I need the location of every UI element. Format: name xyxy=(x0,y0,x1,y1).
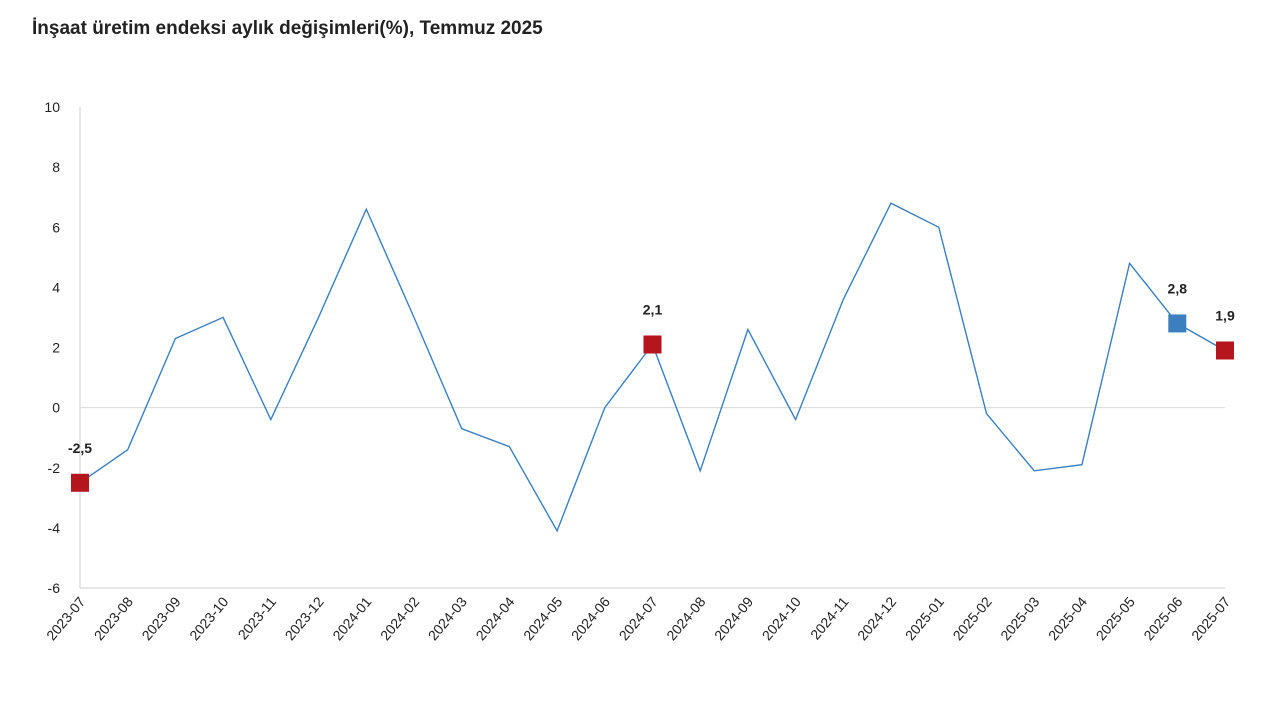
x-tick-label: 2024-10 xyxy=(759,593,804,643)
x-tick-label: 2024-11 xyxy=(807,593,852,642)
highlight-marker xyxy=(643,335,662,354)
x-tick-label: 2024-03 xyxy=(425,593,470,643)
x-tick-label: 2025-07 xyxy=(1188,593,1233,643)
x-tick-label: 2023-09 xyxy=(138,593,183,643)
data-label: -2,5 xyxy=(68,440,92,456)
x-tick-label: 2024-08 xyxy=(663,593,708,643)
y-tick-label: 6 xyxy=(52,219,60,235)
x-tick-label: 2024-05 xyxy=(520,593,565,643)
series-layer xyxy=(79,202,1226,533)
y-tick-label: -2 xyxy=(48,460,61,476)
x-tick-label: 2024-04 xyxy=(472,593,517,643)
highlight-marker xyxy=(1168,314,1187,333)
x-tick-label: 2025-04 xyxy=(1045,593,1090,643)
data-label: 1,9 xyxy=(1215,308,1235,324)
x-tick-label: 2024-01 xyxy=(329,593,374,643)
x-tick-label: 2025-03 xyxy=(997,593,1042,643)
x-tick-label: 2025-01 xyxy=(902,593,947,643)
x-tick-label: 2024-06 xyxy=(568,593,613,643)
y-tick-label: 2 xyxy=(52,340,60,356)
x-tick-label: 2023-07 xyxy=(43,593,88,643)
x-tick-label: 2023-08 xyxy=(91,593,136,643)
y-tick-label: -6 xyxy=(48,580,61,596)
x-tick-label: 2025-05 xyxy=(1093,593,1138,643)
data-label: 2,8 xyxy=(1168,280,1188,296)
data-label: 2,1 xyxy=(643,301,663,317)
y-tick-label: 8 xyxy=(52,159,60,175)
x-tick-label: 2023-12 xyxy=(282,593,327,643)
y-tick-label: -4 xyxy=(48,520,61,536)
series-line xyxy=(79,202,1226,533)
highlight-markers: -2,5 2,1 2,8 1,9 xyxy=(68,280,1235,492)
highlight-marker xyxy=(1216,341,1234,360)
x-tick-label: 2025-02 xyxy=(949,593,994,643)
x-tick-label: 2024-09 xyxy=(711,593,756,643)
x-tick-label: 2024-12 xyxy=(854,593,899,643)
y-tick-label: 4 xyxy=(52,279,60,295)
y-tick-label: 10 xyxy=(44,99,60,115)
x-tick-label: 2025-06 xyxy=(1140,593,1185,643)
y-tick-label: 0 xyxy=(52,400,60,416)
x-tick-label: 2024-07 xyxy=(616,593,661,643)
highlight-marker xyxy=(71,473,89,492)
chart-title: İnşaat üretim endeksi aylık değişimleri(… xyxy=(32,18,543,39)
x-tick-label: 2024-02 xyxy=(377,593,422,643)
x-tick-label: 2023-11 xyxy=(235,593,280,642)
x-tick-label: 2023-10 xyxy=(186,593,231,643)
